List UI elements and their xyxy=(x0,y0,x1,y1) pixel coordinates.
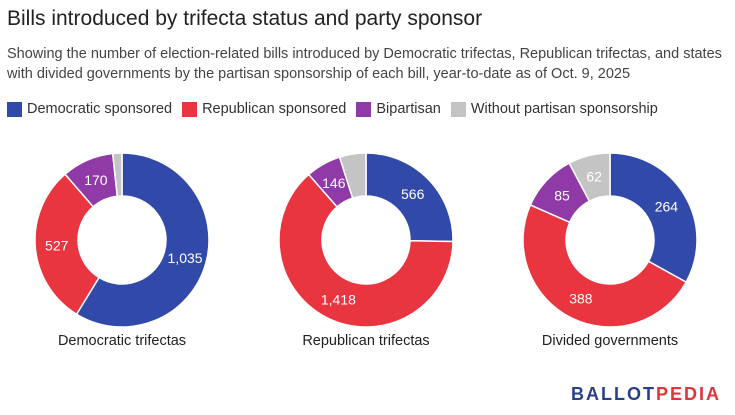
legend-label-republican: Republican sponsored xyxy=(202,101,347,117)
legend: Democratic sponsored Republican sponsore… xyxy=(7,101,668,117)
legend-swatch-nonpartisan xyxy=(450,101,466,117)
data-label-2-republican: 1,418 xyxy=(321,291,356,307)
slice-1-republican xyxy=(34,173,101,316)
legend-item-bipartisan: Bipartisan xyxy=(356,101,441,117)
legend-item-nonpartisan: Without partisan sponsorship xyxy=(450,101,658,117)
slice-1-nonpartisan xyxy=(111,152,123,198)
logo-part-1: BALLOT xyxy=(571,384,656,404)
data-label-1-democratic: 1,035 xyxy=(168,250,203,266)
slice-2-nonpartisan xyxy=(338,152,367,200)
slice-2-republican xyxy=(278,173,454,328)
data-label-3-nonpartisan: 62 xyxy=(586,168,602,184)
chart-1-title: Democratic trifectas xyxy=(58,333,186,349)
slice-3-nonpartisan xyxy=(568,152,611,203)
chart-subtitle: Showing the number of election-related b… xyxy=(7,46,722,82)
chart-3-title: Divided governments xyxy=(542,333,678,349)
legend-swatch-republican xyxy=(182,101,198,117)
legend-label-nonpartisan: Without partisan sponsorship xyxy=(470,101,658,117)
legend-swatch-democratic xyxy=(7,101,22,117)
data-label-1-bipartisan: 170 xyxy=(84,172,108,188)
legend-swatch-bipartisan xyxy=(356,101,372,117)
data-label-3-democratic: 264 xyxy=(655,199,679,215)
data-label-3-republican: 388 xyxy=(569,291,593,307)
chart-2-title: Republican trifectas xyxy=(302,333,429,349)
legend-label-democratic: Democratic sponsored xyxy=(27,101,173,117)
chart-title: Bills introduced by trifecta status and … xyxy=(7,7,483,30)
slice-3-democratic xyxy=(609,152,698,284)
data-label-2-bipartisan: 146 xyxy=(322,175,346,191)
slice-3-republican xyxy=(522,203,688,328)
legend-label-bipartisan: Bipartisan xyxy=(376,101,441,117)
data-label-3-bipartisan: 85 xyxy=(554,187,570,203)
ballotpedia-logo: BALLOTPEDIA xyxy=(571,384,721,405)
slice-2-democratic xyxy=(365,152,454,243)
slice-1-democratic xyxy=(75,152,210,328)
legend-item-democratic: Democratic sponsored xyxy=(7,101,172,117)
data-label-1-republican: 527 xyxy=(45,237,69,253)
logo-part-2: PEDIA xyxy=(655,384,721,404)
legend-item-republican: Republican sponsored xyxy=(182,101,346,117)
data-label-2-democratic: 566 xyxy=(401,186,425,202)
